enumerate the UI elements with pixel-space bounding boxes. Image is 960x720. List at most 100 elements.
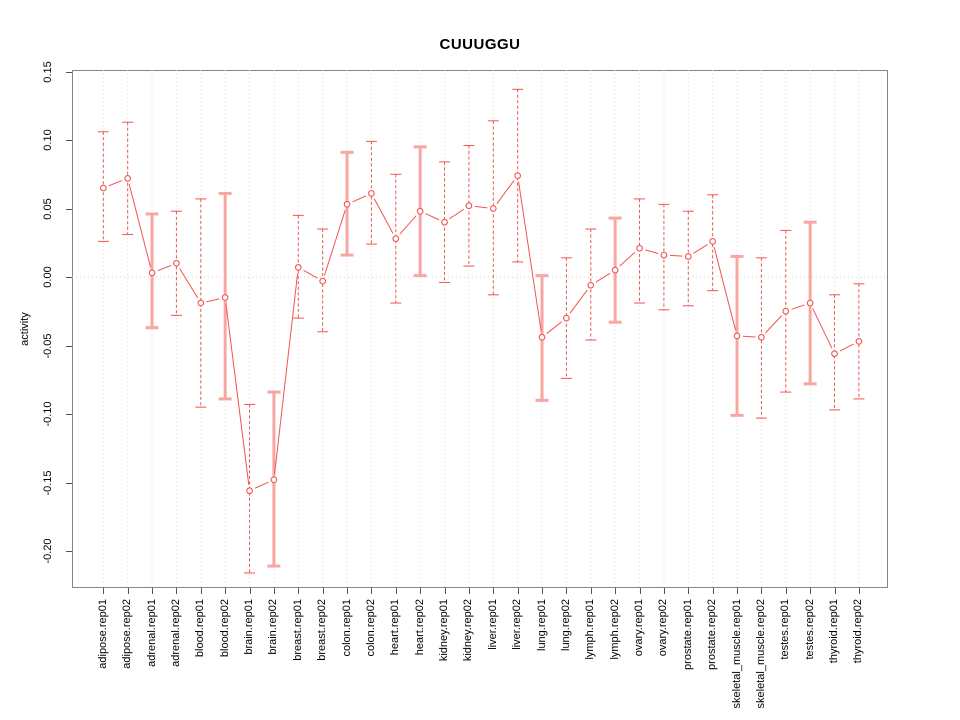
series-line-segment <box>518 181 542 332</box>
x-tick-label: breast.rep02 <box>316 599 329 661</box>
data-point-marker <box>514 172 522 179</box>
chart-title: CUUUGGU <box>439 36 521 53</box>
x-tick-label: brain.rep02 <box>267 599 280 655</box>
data-point-marker <box>563 314 570 322</box>
x-tick <box>639 588 641 594</box>
x-tick-label: thyroid.rep01 <box>828 599 841 664</box>
series-line-segment <box>812 308 833 349</box>
data-point-marker <box>831 350 838 358</box>
x-tick <box>371 588 373 594</box>
data-point-marker <box>489 205 497 212</box>
x-tick <box>761 588 763 594</box>
x-tick-label: heart.rep02 <box>413 599 426 656</box>
data-point-marker <box>148 269 156 277</box>
x-tick <box>176 588 178 594</box>
x-tick-label: adipose.rep01 <box>96 599 109 669</box>
y-tick <box>66 140 72 141</box>
series-line-segment <box>399 215 417 235</box>
x-tick <box>322 588 324 594</box>
data-point-marker <box>441 218 448 226</box>
data-point-marker <box>465 202 473 210</box>
series-line-segment <box>669 254 683 257</box>
x-tick-label: colon.rep02 <box>364 599 377 657</box>
x-tick <box>858 588 860 594</box>
data-point-marker <box>99 184 107 192</box>
y-tick <box>66 277 72 278</box>
x-tick <box>663 588 665 594</box>
series-line-segment <box>425 213 440 221</box>
series-line-segment <box>254 481 269 489</box>
x-tick <box>298 588 300 594</box>
x-tick-label: skeletal_muscle.rep02 <box>754 599 767 709</box>
x-tick <box>444 588 446 594</box>
data-point-marker <box>416 207 424 215</box>
data-point-marker <box>343 201 351 208</box>
x-tick-label: testes.rep01 <box>779 599 792 660</box>
x-tick-label: blood.rep01 <box>194 599 207 658</box>
x-tick <box>152 588 154 594</box>
x-tick <box>688 588 690 594</box>
series-line-segment <box>324 209 346 276</box>
series-line-segment <box>791 304 805 310</box>
plot-canvas <box>72 70 888 588</box>
data-point-marker <box>709 238 717 245</box>
x-tick-label: breast.rep01 <box>291 599 304 661</box>
data-point-marker <box>319 277 327 285</box>
y-axis-title: activity <box>18 312 31 346</box>
x-tick <box>834 588 836 594</box>
x-tick-label: skeletal_muscle.rep01 <box>730 599 743 709</box>
series-line-segment <box>546 321 563 334</box>
x-tick <box>517 588 519 594</box>
data-point-marker <box>538 333 546 341</box>
x-tick-label: heart.rep01 <box>389 599 402 656</box>
series-line-segment <box>645 249 659 254</box>
series-line-segment <box>108 180 123 187</box>
series-line-segment <box>713 247 737 331</box>
data-point-marker <box>855 338 863 345</box>
x-tick <box>615 588 617 594</box>
plot-area-frame <box>72 70 888 588</box>
data-point-marker <box>733 332 741 340</box>
data-point-marker <box>294 264 302 271</box>
x-tick <box>249 588 251 594</box>
series-line-segment <box>569 289 588 314</box>
x-tick <box>127 588 129 594</box>
y-tick <box>66 208 72 210</box>
x-tick-label: adipose.rep02 <box>121 599 134 669</box>
x-tick-label: lymph.rep02 <box>608 599 621 660</box>
series-line-segment <box>449 208 465 220</box>
data-point-marker <box>124 175 132 182</box>
data-point-marker <box>660 251 668 259</box>
series-line-segment <box>179 268 199 299</box>
x-tick-label: kidney.rep02 <box>462 599 475 662</box>
x-tick-label: prostate.rep02 <box>706 599 719 670</box>
x-tick <box>420 588 422 594</box>
series-line-segment <box>274 273 299 474</box>
x-tick-label: lung.rep02 <box>559 599 572 651</box>
x-tick <box>590 588 592 594</box>
x-tick-label: ovary.rep02 <box>657 599 670 657</box>
x-tick-label: blood.rep02 <box>218 599 231 658</box>
x-tick-label: adrenal.rep01 <box>145 599 158 667</box>
data-point-marker <box>197 299 205 307</box>
x-tick-label: testes.rep02 <box>803 599 816 660</box>
series-line-segment <box>206 298 220 303</box>
data-point-marker <box>221 294 229 301</box>
series-line-segment <box>693 244 708 254</box>
data-point-marker <box>684 253 692 260</box>
series-line-segment <box>352 195 367 203</box>
y-tick <box>66 551 72 552</box>
x-tick-label: adrenal.rep02 <box>169 599 182 667</box>
series-line-segment <box>595 272 611 283</box>
y-tick <box>66 482 72 484</box>
x-tick <box>785 588 787 594</box>
series-line-segment <box>474 205 488 209</box>
x-tick-label: kidney.rep01 <box>438 599 451 662</box>
series-line-segment <box>765 315 783 334</box>
data-point-marker <box>368 190 375 197</box>
data-point-marker <box>173 259 180 267</box>
x-tick-label: lymph.rep01 <box>584 599 597 660</box>
x-tick <box>395 588 397 594</box>
data-point-marker <box>246 487 253 495</box>
data-point-marker <box>758 333 765 341</box>
